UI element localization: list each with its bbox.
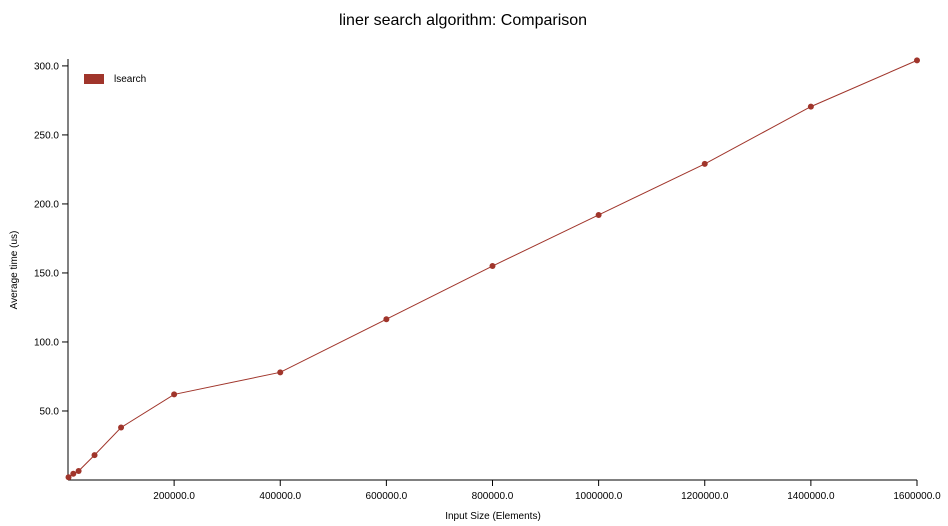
data-point (65, 474, 72, 481)
x-tick-label: 1200000.0 (681, 491, 729, 502)
data-point (701, 160, 708, 167)
y-tick-label: 200.0 (34, 199, 59, 210)
x-tick-label: 600000.0 (366, 491, 408, 502)
y-tick-label: 250.0 (34, 130, 59, 141)
data-point (75, 468, 82, 475)
legend: lsearch (84, 74, 146, 85)
y-axis-title: Average time (us) (9, 231, 20, 310)
x-tick-label: 1400000.0 (787, 491, 835, 502)
data-point (118, 424, 125, 431)
x-axis-title: Input Size (Elements) (445, 511, 541, 522)
x-tick-label: 1600000.0 (893, 491, 941, 502)
legend-label-lsearch: lsearch (114, 74, 146, 85)
data-point (277, 369, 284, 376)
data-point (91, 452, 98, 459)
data-point (807, 103, 814, 110)
x-tick-label: 1000000.0 (575, 491, 623, 502)
x-tick-label: 400000.0 (259, 491, 301, 502)
x-axis: 200000.0 400000.0 600000.0 800000.0 1000000.… (68, 479, 941, 502)
y-tick-label: 100.0 (34, 337, 59, 348)
data-point (914, 57, 920, 64)
y-axis: 50.0 100.0 150.0 200.0 250.0 300.0 (34, 59, 69, 480)
x-tick-label: 800000.0 (472, 491, 514, 502)
y-tick-label: 300.0 (34, 61, 59, 72)
y-tick-label: 50.0 (40, 406, 60, 417)
y-tick-label: 150.0 (34, 268, 59, 279)
data-point (70, 470, 77, 477)
data-point (595, 211, 602, 218)
data-point (383, 316, 390, 323)
x-tick-label: 200000.0 (153, 491, 195, 502)
series-layer (65, 57, 920, 481)
chart-title: liner search algorithm: Comparison (339, 12, 587, 29)
data-point (171, 391, 178, 398)
legend-swatch-lsearch (84, 74, 104, 84)
data-point (489, 263, 496, 270)
